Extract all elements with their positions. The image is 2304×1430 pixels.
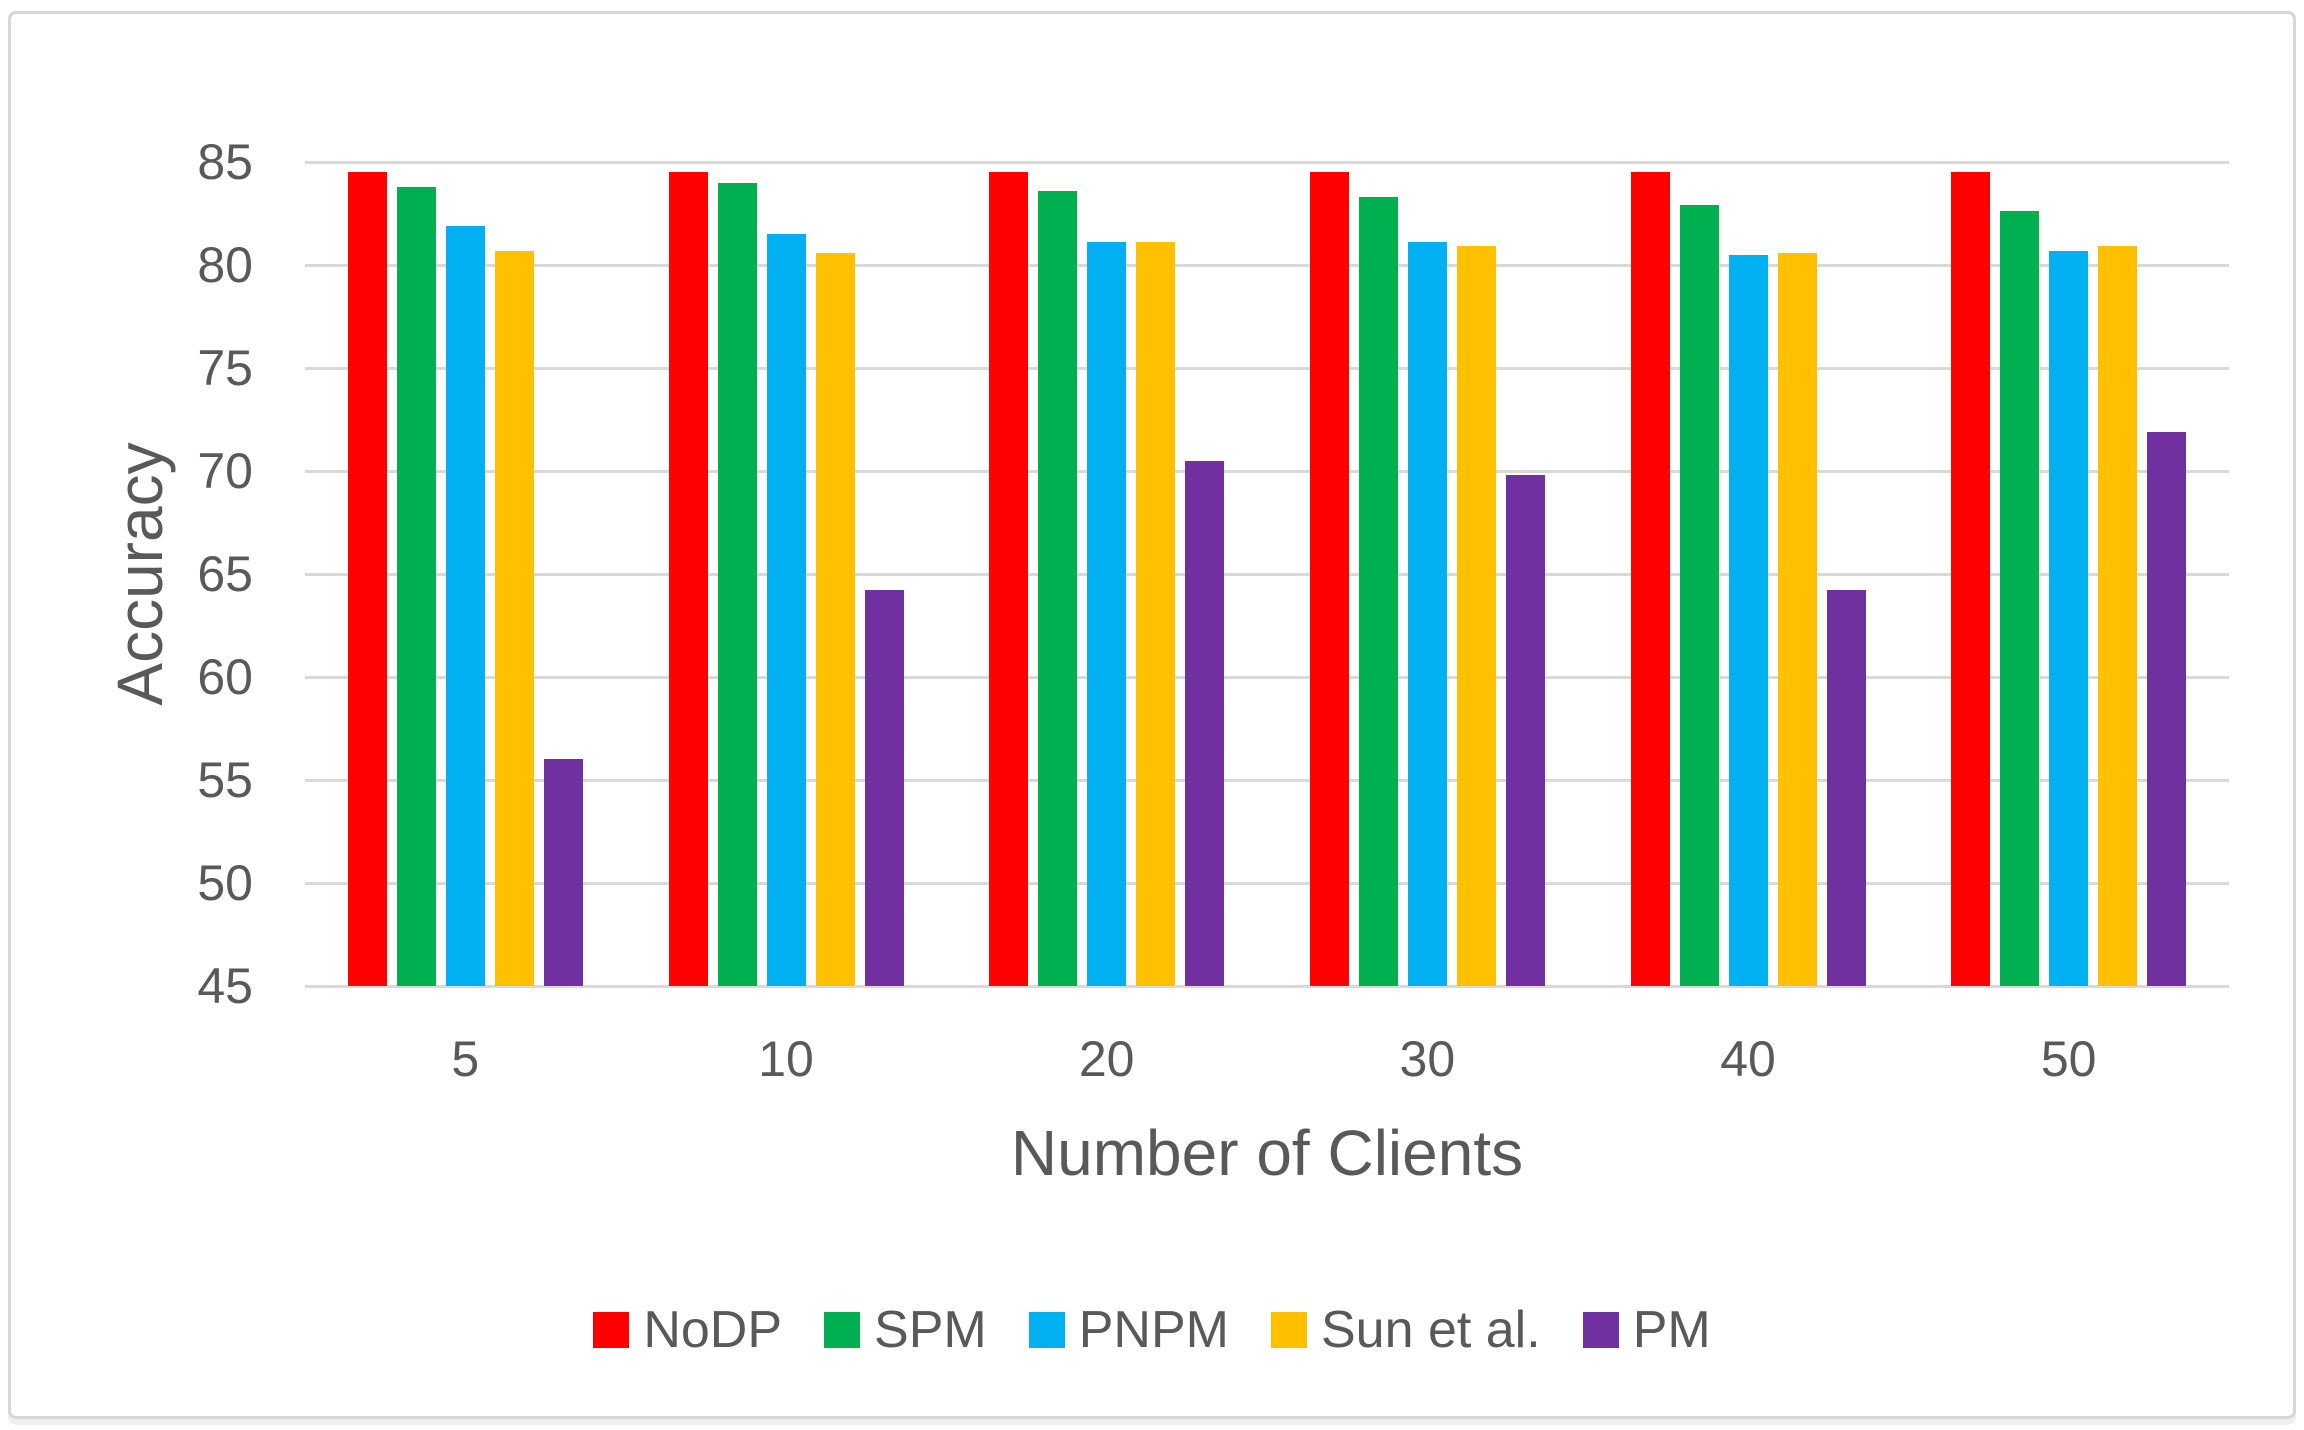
bar-Sun-et-al--50 bbox=[2098, 246, 2138, 986]
bar-NoDP-40 bbox=[1630, 172, 1670, 986]
bar-PNPM-5 bbox=[445, 225, 485, 986]
y-axis-title: Accuracy bbox=[104, 442, 176, 706]
bar-Sun-et-al--40 bbox=[1777, 252, 1817, 986]
bar-PNPM-20 bbox=[1087, 242, 1127, 986]
x-tick-label-50: 50 bbox=[2040, 1031, 2097, 1087]
x-tick-label-30: 30 bbox=[1399, 1031, 1456, 1087]
bar-NoDP-50 bbox=[1951, 172, 1991, 986]
gridline-50 bbox=[305, 881, 2229, 885]
x-tick-label-5: 5 bbox=[451, 1031, 480, 1087]
bar-SPM-30 bbox=[1358, 197, 1398, 986]
gridline-75 bbox=[305, 366, 2229, 370]
legend-swatch-icon bbox=[1028, 1312, 1065, 1348]
gridline-45 bbox=[305, 984, 2229, 988]
bar-SPM-5 bbox=[396, 186, 436, 986]
y-tick-label-85: 85 bbox=[197, 134, 253, 190]
y-tick-label-70: 70 bbox=[197, 443, 253, 499]
x-axis-title: Number of Clients bbox=[1010, 1117, 1524, 1189]
legend-item-NoDP: NoDP bbox=[593, 1304, 782, 1356]
gridline-70 bbox=[305, 469, 2229, 473]
bar-SPM-20 bbox=[1038, 190, 1078, 986]
gridline-80 bbox=[305, 263, 2229, 267]
plot-area bbox=[305, 160, 2229, 988]
legend-label: PNPM bbox=[1078, 1301, 1229, 1359]
bar-Sun-et-al--5 bbox=[494, 250, 534, 986]
bar-NoDP-20 bbox=[989, 172, 1029, 986]
bar-group-10 bbox=[626, 162, 947, 986]
bar-PM-40 bbox=[1826, 590, 1866, 986]
bar-group-20 bbox=[946, 162, 1267, 986]
bar-PM-10 bbox=[864, 590, 904, 986]
legend-label: PM bbox=[1632, 1301, 1711, 1359]
gridline-60 bbox=[305, 675, 2229, 679]
bar-group-5 bbox=[305, 162, 626, 986]
legend-label: Sun et al. bbox=[1320, 1301, 1541, 1359]
bar-Sun-et-al--20 bbox=[1136, 242, 1176, 986]
bar-SPM-50 bbox=[2000, 211, 2040, 986]
legend-label: SPM bbox=[874, 1301, 987, 1359]
bar-NoDP-30 bbox=[1309, 172, 1349, 986]
bars-layer bbox=[305, 162, 2229, 986]
y-tick-label-60: 60 bbox=[197, 649, 253, 705]
legend: NoDP SPM PNPM Sun et al. PM bbox=[0, 1296, 2304, 1364]
legend-swatch-icon bbox=[824, 1312, 861, 1348]
legend-swatch-icon bbox=[593, 1312, 630, 1348]
bar-group-50 bbox=[1908, 162, 2229, 986]
bar-SPM-10 bbox=[717, 182, 757, 986]
x-tick-label-10: 10 bbox=[758, 1031, 814, 1087]
y-tick-label-65: 65 bbox=[197, 546, 253, 602]
bar-PNPM-10 bbox=[766, 234, 806, 986]
bar-group-40 bbox=[1588, 162, 1909, 986]
legend-swatch-icon bbox=[1270, 1312, 1307, 1348]
legend-item-PM: PM bbox=[1582, 1301, 1711, 1359]
x-tick-label-40: 40 bbox=[1720, 1031, 1776, 1087]
bar-NoDP-10 bbox=[668, 172, 708, 986]
y-tick-label-50: 50 bbox=[197, 855, 253, 911]
bar-NoDP-5 bbox=[347, 172, 387, 986]
bar-SPM-40 bbox=[1679, 205, 1719, 986]
bar-PNPM-40 bbox=[1728, 254, 1768, 986]
bar-PM-50 bbox=[2147, 431, 2187, 986]
y-tick-label-55: 55 bbox=[197, 752, 253, 808]
bar-PM-30 bbox=[1505, 475, 1545, 986]
y-tick-label-75: 75 bbox=[197, 340, 253, 396]
bar-Sun-et-al--10 bbox=[815, 252, 855, 986]
bar-group-30 bbox=[1267, 162, 1588, 986]
y-tick-label-45: 45 bbox=[197, 958, 253, 1014]
legend-swatch-icon bbox=[1582, 1312, 1619, 1348]
gridline-65 bbox=[305, 572, 2229, 576]
bar-PM-5 bbox=[543, 759, 583, 986]
legend-item-SPM: SPM bbox=[824, 1304, 987, 1356]
legend-item-Sun-et-al-: Sun et al. bbox=[1270, 1301, 1541, 1359]
gridline-55 bbox=[305, 778, 2229, 782]
bar-Sun-et-al--30 bbox=[1456, 246, 1496, 986]
legend-item-PNPM: PNPM bbox=[1028, 1301, 1229, 1359]
bar-PM-20 bbox=[1185, 460, 1225, 986]
y-tick-label-80: 80 bbox=[197, 237, 253, 293]
bar-PNPM-30 bbox=[1407, 242, 1447, 986]
bar-PNPM-50 bbox=[2049, 250, 2089, 986]
gridline-85 bbox=[305, 160, 2229, 164]
legend-label: NoDP bbox=[643, 1301, 783, 1359]
x-tick-label-20: 20 bbox=[1078, 1031, 1135, 1087]
